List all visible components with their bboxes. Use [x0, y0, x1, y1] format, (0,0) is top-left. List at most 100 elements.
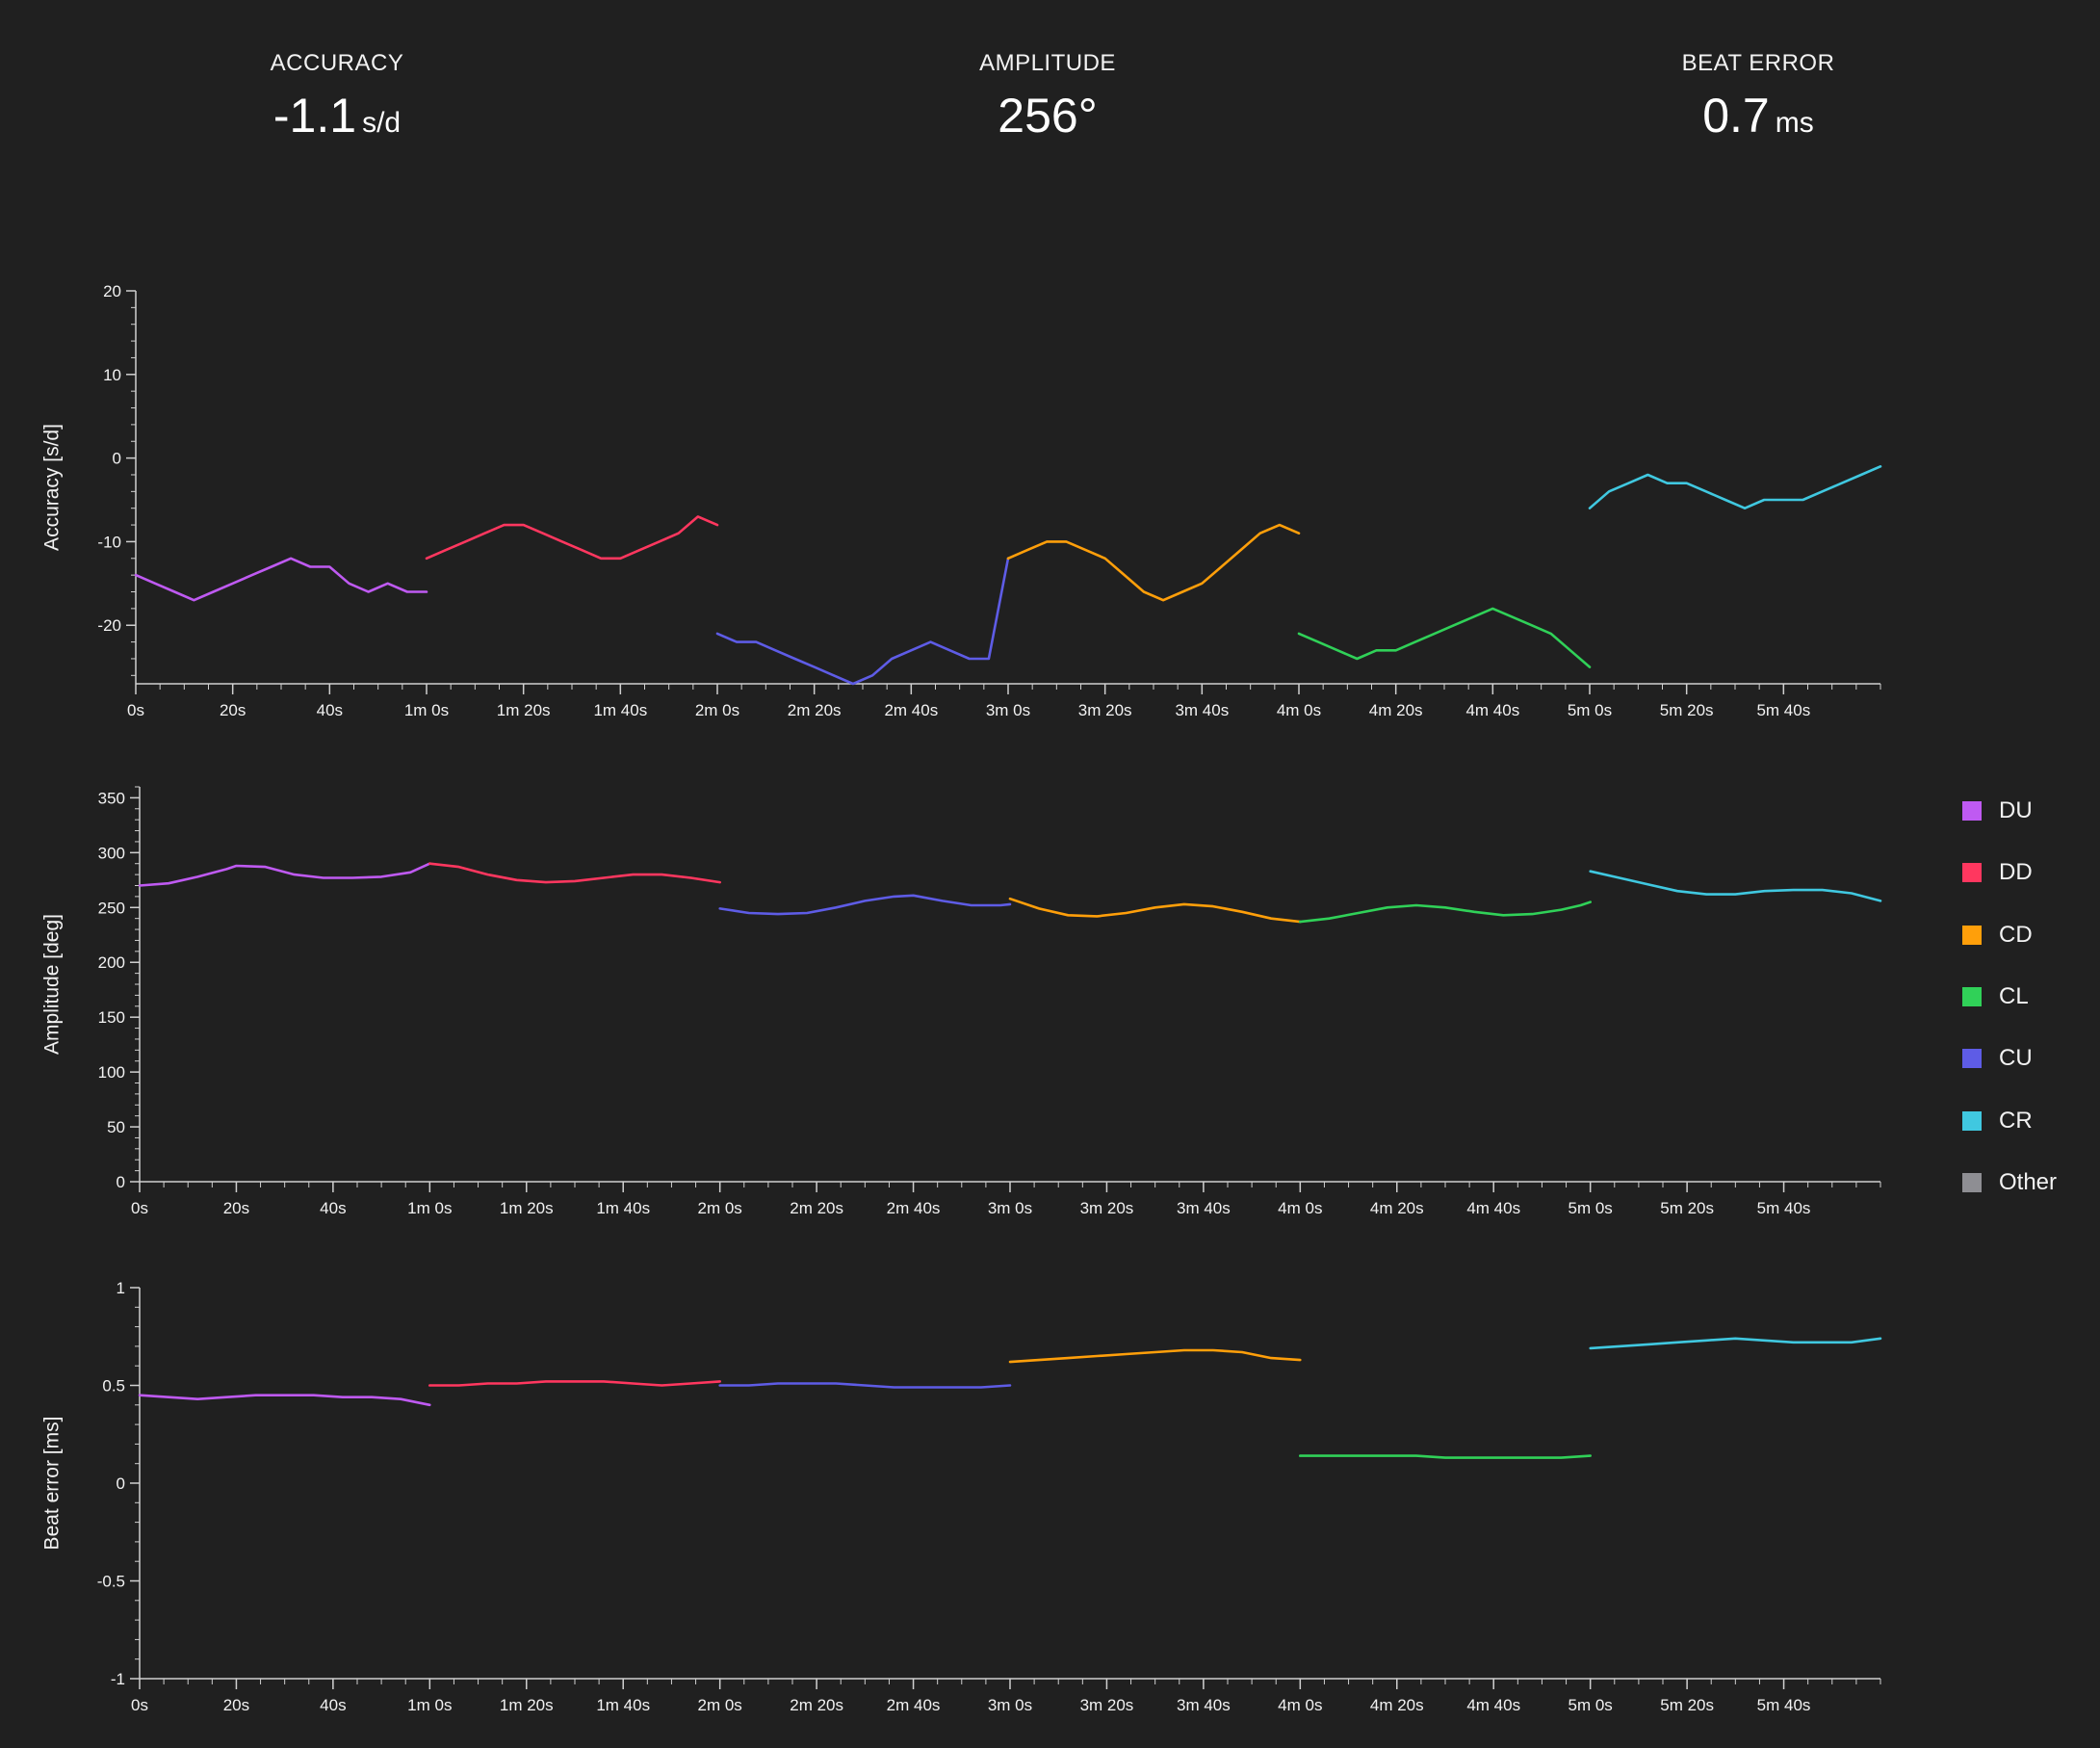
legend-item-other[interactable]: Other	[1962, 1152, 2057, 1213]
x-tick-label: 1m 0s	[407, 1696, 452, 1714]
x-tick-label: 2m 40s	[884, 701, 938, 719]
legend-item-cu[interactable]: CU	[1962, 1028, 2057, 1089]
x-tick-label: 5m 20s	[1660, 1199, 1714, 1217]
legend-swatch	[1962, 1172, 1982, 1192]
accuracy-label: ACCURACY	[270, 50, 404, 76]
legend-label: CD	[1999, 921, 2033, 948]
x-tick-label: 2m 0s	[698, 1696, 742, 1714]
series-line-dd	[428, 862, 722, 884]
x-tick-label: 1m 40s	[596, 1199, 650, 1217]
accuracy-value: -1.1	[272, 89, 357, 143]
y-tick-label: 350	[98, 789, 125, 807]
x-tick-label: 1m 0s	[407, 1199, 452, 1217]
x-tick-label: 5m 0s	[1569, 1696, 1613, 1714]
y-axis-label: Accuracy [s/d]	[41, 424, 64, 551]
beat-error-unit: ms	[1775, 107, 1814, 139]
x-tick-label: 3m 0s	[986, 701, 1030, 719]
x-tick-label: 0s	[127, 701, 144, 719]
beat-error-label: BEAT ERROR	[1681, 50, 1835, 76]
x-tick-label: 4m 20s	[1369, 701, 1423, 719]
x-tick-label: 20s	[223, 1199, 249, 1217]
x-tick-label: 4m 40s	[1466, 1199, 1520, 1217]
x-tick-label: 20s	[220, 701, 246, 719]
beat-error-value-line: 0.7 ms	[1566, 89, 1951, 150]
y-tick-label: 1	[117, 1279, 125, 1297]
series-line-cd	[1006, 523, 1301, 602]
x-tick-label: 4m 20s	[1370, 1199, 1424, 1217]
amplitude-value: 256°	[998, 89, 1098, 143]
series-line-cd	[1008, 1348, 1302, 1364]
y-tick-label: 0	[113, 450, 121, 468]
legend-label: CU	[1999, 1045, 2033, 1072]
legend-swatch	[1962, 925, 1982, 945]
x-tick-label: 3m 0s	[988, 1199, 1032, 1217]
chart-panel-2: 0 50 100 150 200 250 300 350 0s 20s 40s 1m 0s 1m 20s…	[41, 786, 1882, 1217]
x-tick-label: 3m 20s	[1080, 1696, 1134, 1714]
x-tick-label: 3m 20s	[1080, 1199, 1134, 1217]
x-tick-label: 4m 0s	[1277, 701, 1321, 719]
x-tick-label: 5m 40s	[1757, 1199, 1811, 1217]
legend-swatch	[1962, 1110, 1982, 1131]
x-tick-label: 2m 40s	[887, 1696, 941, 1714]
x-tick-label: 1m 0s	[404, 701, 449, 719]
y-tick-label: 50	[107, 1118, 125, 1136]
chart-panel-1: 20 10 0 -10 -20 0s 20s 40s 1m 0s 1m 20s 1m 40s 2m 0…	[41, 282, 1882, 719]
chart-panel-3: 1 0.5 0 -0.5 -1 0s 20s 40s 1m 0s 1m 20s 1m 40s 2m 0…	[41, 1279, 1882, 1714]
series-line-dd	[428, 1380, 722, 1387]
legend-swatch	[1962, 801, 1982, 822]
legend-label: DU	[1999, 797, 2033, 824]
series-line-du	[138, 1394, 431, 1407]
legend-label: CR	[1999, 1107, 2033, 1134]
x-tick-label: 3m 20s	[1078, 701, 1132, 719]
legend-item-cr[interactable]: CR	[1962, 1089, 2057, 1151]
y-tick-label: 200	[98, 953, 125, 972]
y-axis-label: Beat error [ms]	[41, 1417, 64, 1551]
amplitude-label: AMPLITUDE	[979, 50, 1116, 76]
x-tick-label: 5m 0s	[1568, 701, 1612, 719]
legend-item-cl[interactable]: CL	[1962, 966, 2057, 1028]
legend: DU DD CD CL CU CR Other	[1962, 780, 2057, 1213]
x-tick-label: 4m 40s	[1466, 1696, 1520, 1714]
y-tick-label: -1	[111, 1670, 125, 1688]
beat-error-stat: BEAT ERROR 0.7 ms	[1566, 50, 1951, 150]
legend-item-dd[interactable]: DD	[1962, 842, 2057, 903]
accuracy-unit: s/d	[362, 107, 402, 139]
y-tick-label: 20	[103, 282, 121, 300]
y-tick-label: 150	[98, 1008, 125, 1027]
legend-swatch	[1962, 1049, 1982, 1069]
y-tick-label: 0.5	[102, 1377, 125, 1396]
legend-item-du[interactable]: DU	[1962, 780, 2057, 842]
series-line-du	[138, 862, 431, 887]
x-tick-label: 3m 40s	[1177, 1199, 1231, 1217]
x-tick-label: 5m 40s	[1756, 701, 1810, 719]
x-tick-label: 5m 40s	[1757, 1696, 1811, 1714]
series-line-cu	[715, 557, 1010, 686]
x-tick-label: 5m 20s	[1660, 1696, 1714, 1714]
y-tick-label: -10	[97, 533, 121, 551]
x-tick-label: 2m 20s	[790, 1199, 843, 1217]
series-line-cr	[1589, 870, 1882, 902]
y-tick-label: 100	[98, 1063, 125, 1082]
series-line-cr	[1588, 464, 1882, 510]
x-tick-label: 1m 40s	[596, 1696, 650, 1714]
x-tick-label: 1m 20s	[500, 1199, 554, 1217]
series-line-cl	[1299, 900, 1592, 924]
beat-error-value: 0.7	[1702, 89, 1770, 143]
x-tick-label: 5m 20s	[1660, 701, 1714, 719]
x-tick-label: 20s	[223, 1696, 249, 1714]
x-tick-label: 4m 0s	[1278, 1199, 1322, 1217]
x-tick-label: 3m 40s	[1175, 701, 1229, 719]
series-line-dd	[425, 515, 719, 561]
legend-item-cd[interactable]: CD	[1962, 904, 2057, 966]
x-tick-label: 3m 0s	[988, 1696, 1032, 1714]
series-line-cl	[1297, 607, 1592, 668]
x-tick-label: 1m 40s	[593, 701, 647, 719]
x-tick-label: 2m 20s	[788, 701, 842, 719]
x-tick-label: 4m 20s	[1370, 1696, 1424, 1714]
amplitude-stat: AMPLITUDE 256°	[855, 50, 1240, 143]
x-tick-label: 2m 40s	[887, 1199, 941, 1217]
y-axis-label: Amplitude [deg]	[41, 914, 64, 1055]
x-tick-label: 0s	[131, 1696, 148, 1714]
y-tick-label: 10	[103, 366, 121, 384]
